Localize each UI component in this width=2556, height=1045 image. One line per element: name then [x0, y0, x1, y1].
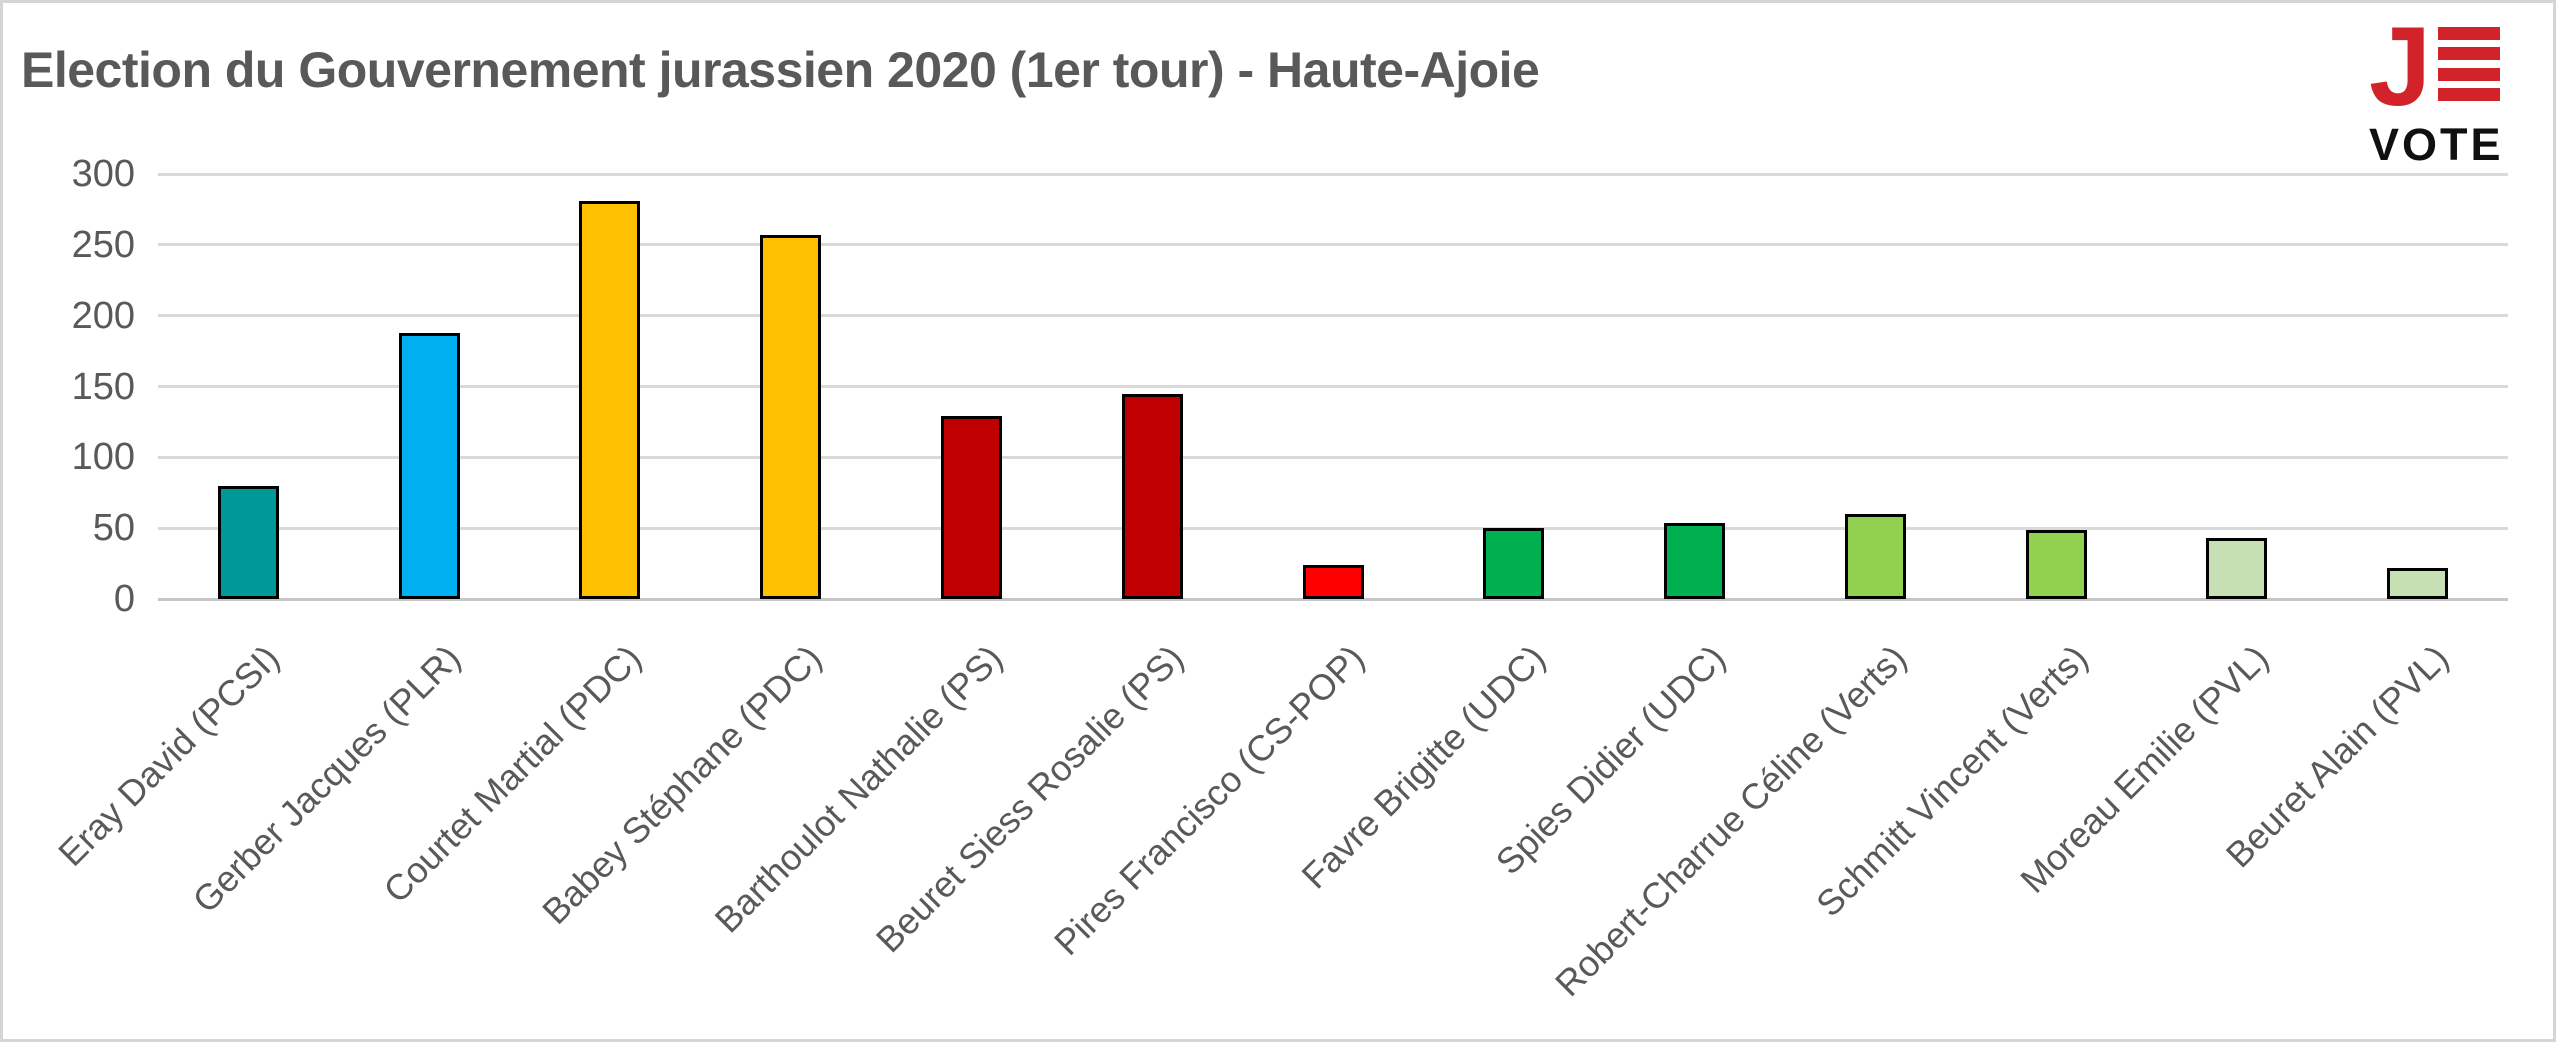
- x-axis-label-5: Barthoulot Nathalie (PS): [706, 637, 1011, 941]
- gridline-250: [158, 243, 2508, 247]
- bar-2: [398, 332, 460, 599]
- bar-7: [1302, 565, 1364, 599]
- y-axis-label-250: 250: [71, 223, 135, 266]
- x-axis-label-6: Beuret Siess Rosalie (PS): [867, 637, 1192, 961]
- y-axis-label-200: 200: [71, 294, 135, 337]
- bar-11: [2025, 529, 2087, 599]
- gridline-50: [158, 526, 2508, 530]
- gridline-150: [158, 385, 2508, 388]
- bar-5: [940, 416, 1002, 599]
- logo-top-row: J: [2369, 4, 2509, 129]
- y-axis-label-100: 100: [71, 436, 135, 479]
- chart-title: Election du Gouvernement jurassien 2020 …: [21, 42, 1540, 98]
- bar-4: [760, 234, 822, 599]
- y-axis-label-150: 150: [71, 365, 135, 408]
- y-axis-label-0: 0: [113, 578, 135, 620]
- bar-8: [1483, 528, 1545, 599]
- x-axis-line: [158, 597, 2508, 601]
- y-axis-label-50: 50: [92, 507, 135, 550]
- gridline-100: [158, 455, 2508, 459]
- logo-vote-text: VOTE: [2369, 119, 2504, 170]
- y-axis-label-300: 300: [71, 153, 135, 195]
- gridline-200: [158, 314, 2508, 318]
- bar-chart-plot-area: 0 50 100 150 200 250 300 Eray David (PCSI) Gerbe…: [3, 3, 2556, 1045]
- x-axis-label-7: Pires Francisco (CS-POP): [1045, 637, 1372, 964]
- logo-e-stripes-icon: [2438, 27, 2501, 101]
- bar-9: [1664, 522, 1726, 599]
- bar-10: [1844, 514, 1906, 599]
- bar-12: [2206, 538, 2268, 599]
- x-axis-label-10: Robert-Charrue Céline (Verts): [1547, 637, 1915, 1005]
- bar-1: [217, 485, 279, 599]
- gridline-300: [158, 172, 2508, 176]
- bar-13: [2387, 567, 2449, 599]
- je-vote-logo: J VOTE: [2369, 4, 2509, 171]
- bar-6: [1121, 393, 1183, 599]
- logo-letter-j: J: [2369, 4, 2432, 129]
- bar-3: [579, 200, 641, 599]
